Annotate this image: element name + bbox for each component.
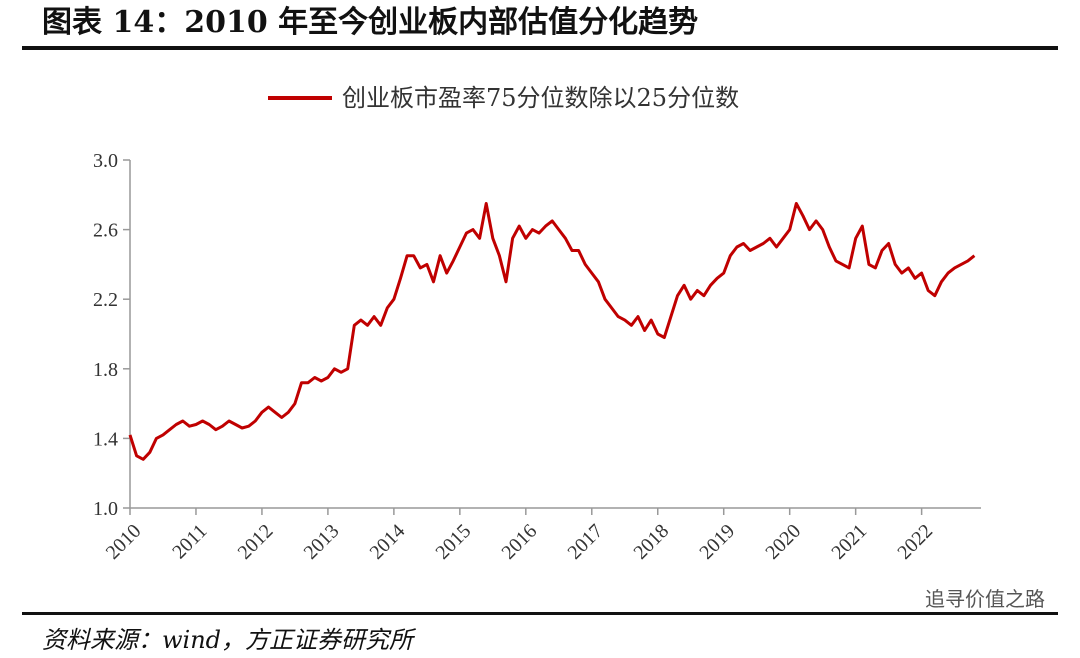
footer-rule bbox=[22, 612, 1058, 615]
x-tick-label: 2010 bbox=[102, 520, 146, 564]
y-tick-label: 2.2 bbox=[93, 289, 118, 311]
y-tick-label: 1.4 bbox=[93, 428, 118, 450]
x-tick-label: 2012 bbox=[234, 520, 278, 564]
x-tick-label: 2017 bbox=[563, 520, 607, 564]
x-tick-label: 2015 bbox=[432, 520, 476, 564]
x-tick-label: 2014 bbox=[366, 520, 410, 564]
x-tick-label: 2021 bbox=[827, 520, 871, 564]
title-rule bbox=[22, 46, 1058, 50]
source: 资料来源：wind，方正证券研究所 bbox=[42, 626, 417, 654]
legend-label: 创业板市盈率75分位数除以25分位数 bbox=[342, 84, 739, 112]
x-tick-label: 2022 bbox=[893, 520, 937, 564]
x-tick-label: 2020 bbox=[761, 520, 805, 564]
watermark: 追寻价值之路 bbox=[925, 587, 1045, 611]
x-tick-label: 2019 bbox=[695, 520, 739, 564]
x-tick-label: 2016 bbox=[498, 520, 542, 564]
x-tick-label: 2011 bbox=[168, 520, 211, 563]
y-tick-label: 2.6 bbox=[93, 220, 118, 242]
y-tick-label: 3.0 bbox=[93, 150, 118, 172]
chart-title: 图表 14：2010 年至今创业板内部估值分化趋势 bbox=[42, 5, 698, 40]
x-tick-label: 2018 bbox=[629, 520, 673, 564]
y-tick-label: 1.8 bbox=[93, 359, 118, 381]
x-tick-label: 2013 bbox=[300, 520, 344, 564]
series-line bbox=[128, 202, 976, 461]
y-tick-label: 1.0 bbox=[93, 498, 118, 520]
